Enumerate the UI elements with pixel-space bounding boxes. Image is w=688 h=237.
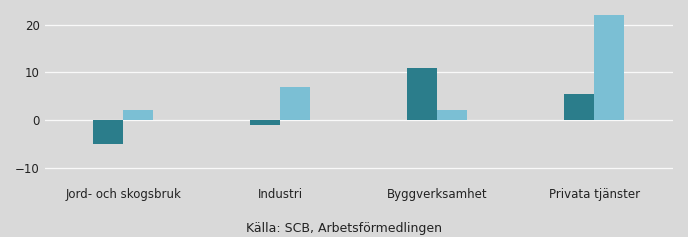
Bar (93, 120, 123, 144)
Text: Källa: SCB, Arbetsförmedlingen: Källa: SCB, Arbetsförmedlingen (246, 222, 442, 235)
Bar (407, 68, 438, 120)
Bar (564, 94, 594, 120)
Bar (250, 120, 280, 125)
Bar (438, 110, 467, 120)
Bar (280, 87, 310, 120)
Bar (123, 110, 153, 120)
Bar (594, 1, 625, 120)
